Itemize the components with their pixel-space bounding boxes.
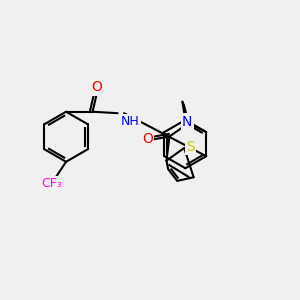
- Text: NH: NH: [121, 115, 139, 128]
- Text: S: S: [186, 140, 195, 154]
- Text: O: O: [92, 80, 102, 94]
- Text: O: O: [142, 132, 153, 146]
- Text: N: N: [182, 115, 192, 129]
- Text: CF₃: CF₃: [41, 177, 62, 190]
